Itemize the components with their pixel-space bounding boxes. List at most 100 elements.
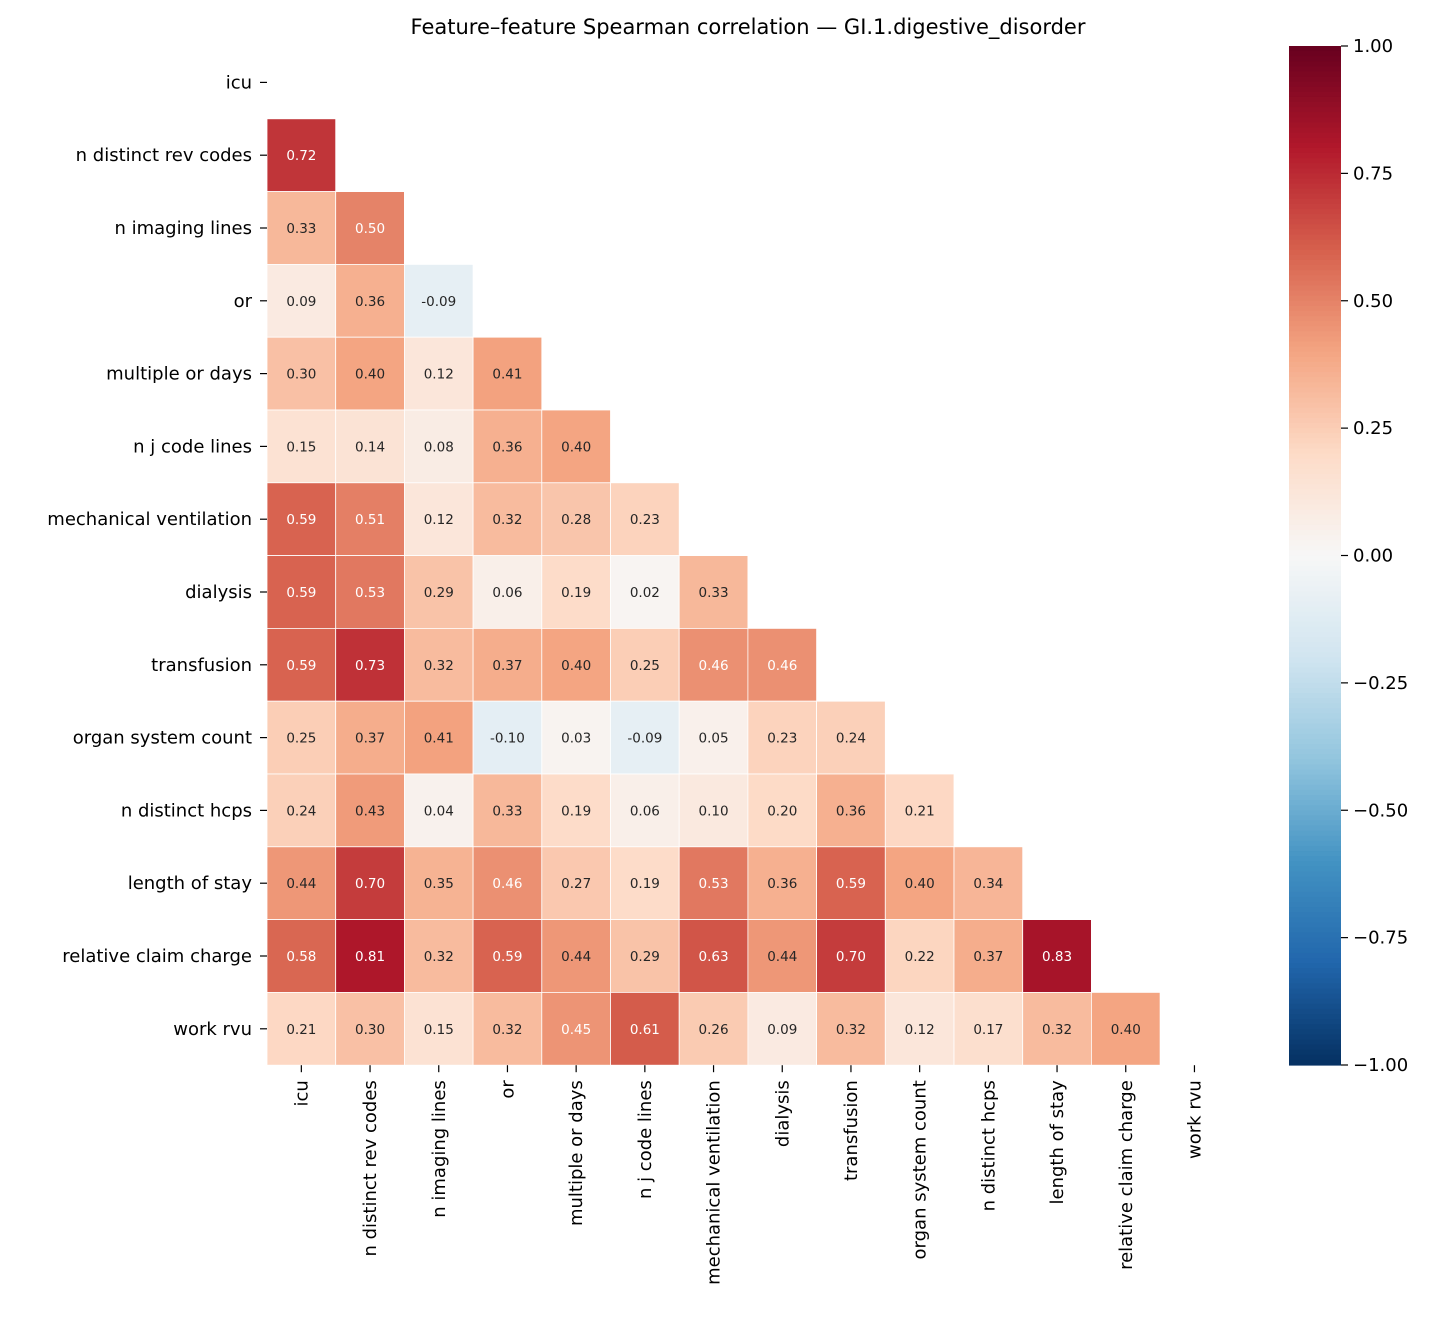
colorbar-segment [1289, 249, 1341, 256]
x-tick-label: length of stay [1047, 1080, 1068, 1205]
colorbar-segment [1289, 387, 1341, 394]
cell-value-label: 0.09 [286, 294, 316, 310]
heatmap-cell [335, 846, 405, 920]
cell-value-label: 0.30 [355, 1022, 385, 1038]
cell-value-label: 0.32 [492, 1022, 522, 1038]
colorbar-segment [1289, 1003, 1341, 1010]
heatmap-cell [335, 555, 405, 629]
colorbar-segment [1289, 341, 1341, 348]
cell-value-label: 0.37 [973, 949, 1003, 965]
colorbar-segment [1289, 239, 1341, 246]
colorbar-segment [1289, 209, 1341, 215]
y-tick-label: icu [226, 72, 252, 93]
heatmap-cell [541, 482, 611, 556]
cell-value-label: 0.45 [561, 1022, 591, 1038]
colorbar-segment [1289, 326, 1341, 332]
cell-value-label: 0.29 [630, 949, 660, 965]
colorbar-segment [1289, 244, 1341, 251]
colorbar-segment [1289, 265, 1341, 271]
colorbar-segment [1289, 769, 1341, 776]
colorbar-segment [1289, 988, 1341, 995]
colorbar-segment [1289, 1044, 1341, 1051]
cell-value-label: 0.06 [630, 803, 660, 819]
colorbar-segment [1289, 96, 1341, 103]
heatmap-cell [266, 919, 337, 993]
colorbar-segment [1289, 560, 1341, 567]
cell-value-label: 0.44 [561, 949, 591, 965]
colorbar-segment [1289, 907, 1341, 913]
colorbar-segment [1289, 331, 1341, 338]
colorbar-segment [1289, 433, 1341, 439]
cell-value-label: 0.32 [424, 949, 454, 965]
cell-value-label: 0.63 [699, 949, 729, 965]
colorbar-segment [1289, 1019, 1341, 1025]
colorbar-segment [1289, 310, 1341, 317]
colorbar-segment [1289, 942, 1341, 949]
heatmap-cell [266, 700, 337, 775]
colorbar-segment [1289, 1034, 1341, 1041]
cell-value-label: 0.59 [286, 585, 316, 601]
chart-title: Feature–feature Spearman correlation — G… [411, 15, 1086, 40]
colorbar-segment [1289, 881, 1341, 888]
colorbar-segment [1289, 530, 1341, 536]
cell-value-label: 0.19 [561, 585, 591, 601]
cell-value-label: 0.27 [561, 876, 591, 892]
heatmap-cell [884, 919, 955, 993]
colorbar-segment [1289, 458, 1341, 465]
colorbar-segment [1289, 830, 1341, 837]
y-tick-label: n distinct hcps [121, 800, 252, 821]
colorbar-segment [1289, 555, 1341, 562]
colorbar-segment [1289, 524, 1341, 531]
colorbar-segment [1289, 81, 1341, 88]
colorbar-segment [1289, 545, 1341, 552]
colorbar-segment [1289, 152, 1341, 159]
colorbar-segment [1289, 361, 1341, 368]
cell-value-label: 0.19 [561, 803, 591, 819]
colorbar-segment [1289, 998, 1341, 1005]
heatmap-cell [266, 191, 337, 265]
cell-value-label: 0.29 [424, 585, 454, 601]
colorbar-segment [1289, 1039, 1341, 1046]
cell-value-label: 0.15 [286, 439, 316, 455]
colorbar-segment [1289, 46, 1341, 52]
colorbar-segment [1289, 229, 1341, 236]
cell-value-label: 0.40 [905, 876, 935, 892]
colorbar-tick-label: −0.50 [1353, 800, 1408, 821]
x-tick-label: or [497, 1080, 518, 1099]
heatmap-cell [541, 773, 611, 848]
heatmap-cell [335, 482, 405, 556]
colorbar-segment [1289, 91, 1341, 98]
colorbar-segment [1289, 677, 1341, 684]
cell-value-label: 0.05 [699, 731, 729, 747]
heatmap-cell [472, 482, 543, 556]
colorbar-segment [1289, 473, 1341, 480]
colorbar-segment [1289, 927, 1341, 934]
cell-value-label: 0.33 [699, 585, 729, 601]
colorbar-segment [1289, 51, 1341, 57]
colorbar-segment [1289, 397, 1341, 404]
colorbar-segment [1289, 56, 1341, 62]
heatmap-cell [610, 773, 680, 848]
colorbar-segment [1289, 117, 1341, 124]
colorbar-segment [1289, 158, 1341, 164]
heatmap-cell [678, 700, 749, 775]
colorbar-tick-label: 0.00 [1353, 546, 1393, 567]
colorbar-segment [1289, 112, 1341, 118]
cell-value-label: 0.37 [355, 731, 385, 747]
cell-value-label: 0.50 [355, 221, 385, 237]
colorbar-segment [1289, 978, 1341, 985]
heatmap-cell [541, 409, 611, 484]
colorbar-segment [1289, 642, 1341, 648]
y-tick-label: dialysis [185, 582, 252, 603]
heatmap-cell [884, 992, 955, 1066]
colorbar-segment [1289, 891, 1341, 898]
colorbar-segment [1289, 71, 1341, 78]
heatmap-cell [747, 992, 818, 1066]
colorbar-segment [1289, 693, 1341, 699]
colorbar-segment [1289, 764, 1341, 771]
cell-value-label: 0.23 [630, 512, 660, 528]
colorbar-segment [1289, 800, 1341, 806]
colorbar-segment [1289, 718, 1341, 725]
colorbar-segment [1289, 366, 1341, 373]
